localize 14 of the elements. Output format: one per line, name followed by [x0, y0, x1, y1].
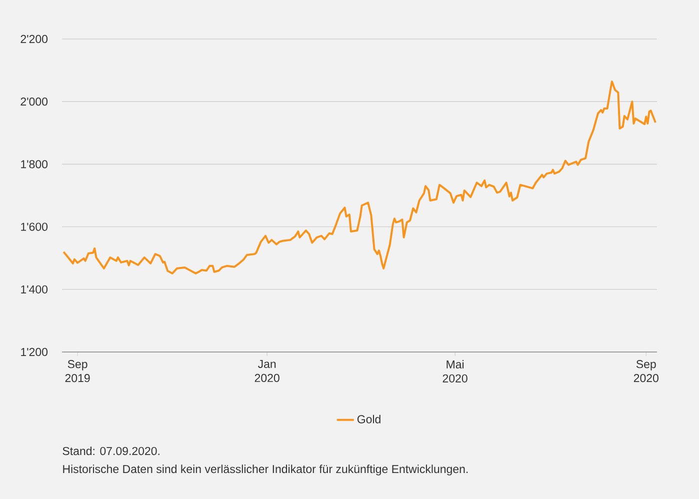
y-tick-label: 1'400 [21, 285, 48, 294]
line-series [62, 80, 656, 274]
text: Historische Daten sind kein verlässlicher Indikator für zukünftige Entwicklungen. [63, 464, 468, 476]
legend-label: Gold [357, 414, 380, 424]
x-tick-label: Sep 2020 [634, 360, 658, 382]
x-tick-label: Jan 2020 [254, 360, 280, 382]
y-tick-label: 2'200 [20, 34, 48, 44]
x-tick-label: Sep 2019 [65, 360, 90, 382]
text: Stand: 07.09.2020. [62, 446, 160, 456]
x-tick-label: Mai 2020 [442, 360, 468, 382]
y-tick-label: 2'000 [20, 98, 48, 106]
y-tick-label: 1'800 [21, 160, 48, 168]
y-tick-label: 1'200 [21, 348, 48, 356]
y-tick-label: 1'600 [21, 222, 48, 231]
